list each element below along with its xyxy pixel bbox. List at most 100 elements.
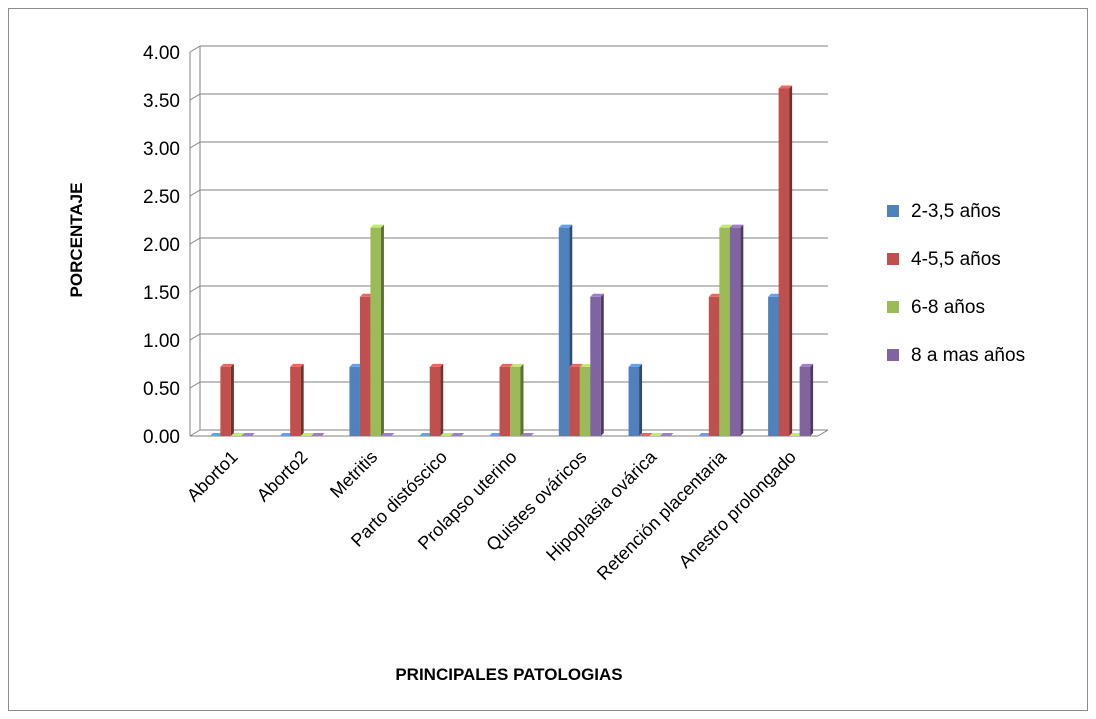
bar <box>440 433 454 436</box>
bar <box>450 433 465 436</box>
bar <box>510 363 524 436</box>
bar-side <box>300 363 304 436</box>
bar <box>241 433 255 436</box>
bar <box>628 363 643 436</box>
bar-top <box>290 363 304 367</box>
bar-top <box>569 363 583 367</box>
bar-front <box>429 366 441 436</box>
bar-front <box>729 227 741 436</box>
bar-front <box>579 366 591 436</box>
x-tick-label: Retención placentaria <box>593 446 731 584</box>
bar-side <box>380 224 384 436</box>
bar-top <box>719 224 733 228</box>
bar-top <box>440 433 454 436</box>
bar-top <box>698 433 712 436</box>
bar <box>429 363 444 436</box>
gridline-depth <box>189 333 201 341</box>
legend-label: 2-3,5 años <box>911 201 1001 222</box>
bar-top <box>579 363 594 367</box>
gridline-depth <box>189 429 201 437</box>
bar-top <box>729 224 744 228</box>
bar <box>789 433 803 436</box>
bar-top <box>220 363 234 367</box>
bar-top <box>311 433 325 436</box>
bar-front <box>778 88 790 436</box>
bar-front <box>569 366 580 436</box>
bar <box>799 363 814 436</box>
bar <box>279 433 294 436</box>
bar-side <box>810 363 814 436</box>
bar <box>639 433 653 436</box>
gridline-depth <box>189 285 201 293</box>
bar-front <box>558 227 570 436</box>
gridline-depth <box>189 189 201 197</box>
bar-front <box>799 366 811 436</box>
x-tick-label: Aborto1 <box>183 447 242 506</box>
bar-top <box>778 85 793 89</box>
legend-label: 8 a mas años <box>911 345 1025 366</box>
bar-top <box>300 433 315 436</box>
x-tick-label: Anestro prolongado <box>675 447 800 572</box>
y-tick-label: 3.50 <box>143 91 180 112</box>
y-tick-label: 2.00 <box>143 235 180 256</box>
bar <box>419 433 433 436</box>
gridline-depth <box>189 381 201 389</box>
bar-top <box>450 433 465 436</box>
bar <box>209 433 224 436</box>
legend-label: 4-5,5 años <box>911 249 1001 270</box>
bar-top <box>660 433 674 436</box>
bar-front <box>499 366 510 436</box>
bar <box>311 433 325 436</box>
gridline-depth <box>189 45 201 53</box>
bar-top <box>419 433 433 436</box>
bar-top <box>768 293 782 297</box>
bar <box>290 363 304 436</box>
y-tick-label: 1.50 <box>143 283 180 304</box>
bar-top <box>230 433 245 436</box>
bar-top <box>241 433 255 436</box>
floor-edge <box>817 429 829 437</box>
y-tick-label: 2.50 <box>143 187 180 208</box>
bar-top <box>639 433 653 436</box>
bar-top <box>489 433 503 436</box>
bar-top <box>628 363 643 367</box>
bar-front <box>510 366 521 436</box>
bar <box>590 293 604 436</box>
chart-frame <box>8 8 1088 711</box>
x-tick-label: Metritis <box>326 447 381 502</box>
bar <box>230 433 245 436</box>
bar <box>300 433 315 436</box>
bar-top <box>279 433 294 436</box>
bar <box>380 433 395 436</box>
bar-top <box>558 224 573 228</box>
bar <box>729 224 744 436</box>
bar-top <box>708 293 723 297</box>
bar-front <box>359 296 371 436</box>
bar-top <box>380 433 395 436</box>
bar-top <box>520 433 534 436</box>
bar-front <box>590 296 601 436</box>
bars <box>209 85 814 436</box>
bar-top <box>799 363 814 367</box>
y-tick-label: 1.00 <box>143 331 180 352</box>
y-axis-ticks: 0.00 0.50 1.00 1.50 2.00 2.50 3.00 3.50 4.00 <box>143 43 180 448</box>
bar-top <box>510 363 524 367</box>
legend: 2-3,5 años 4-5,5 años 6-8 años 8 a mas años <box>887 201 1025 366</box>
bar-front <box>708 296 720 436</box>
bar-side <box>600 293 604 436</box>
bar-front <box>290 366 301 436</box>
gridline-depth <box>189 141 201 149</box>
bar-side <box>639 363 643 436</box>
bar <box>660 433 674 436</box>
bar-side <box>520 363 524 436</box>
bar-top <box>209 433 224 436</box>
legend-swatch <box>887 253 899 265</box>
bar <box>520 433 534 436</box>
bar-front <box>370 227 381 436</box>
bar-top <box>590 293 604 297</box>
bar-top <box>499 363 513 367</box>
bar-side <box>789 85 793 436</box>
bar-top <box>359 293 374 297</box>
